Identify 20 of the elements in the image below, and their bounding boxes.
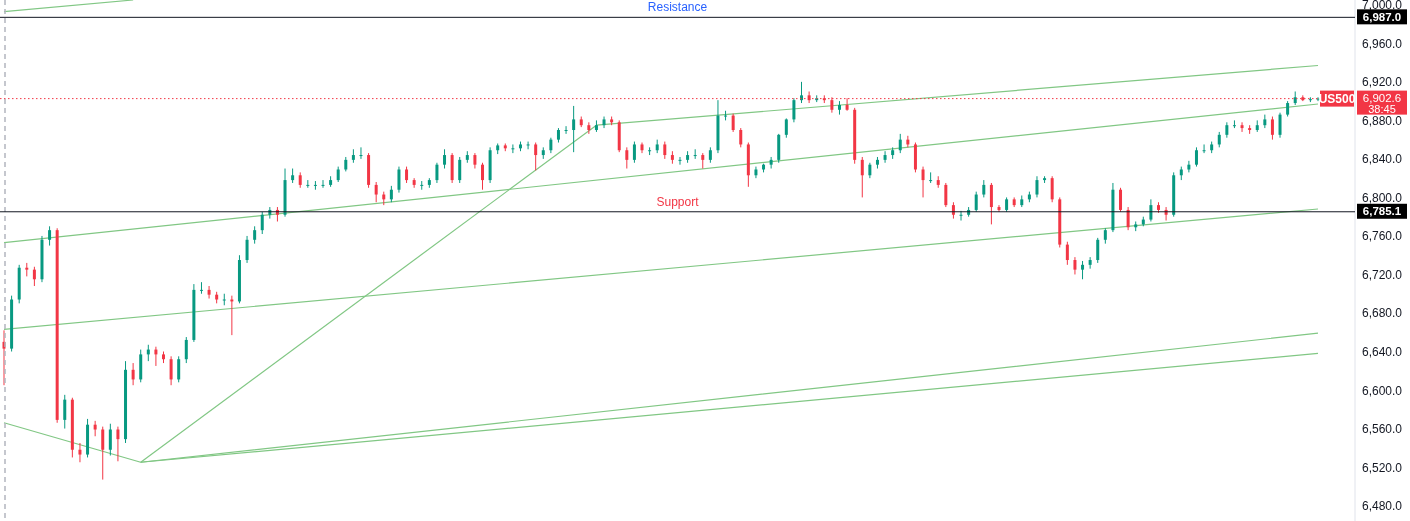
ref-line-label: Support (656, 194, 700, 209)
ref-line-label: Resistance (647, 0, 708, 15)
y-tick-label: 6,560.0 (1361, 422, 1403, 437)
y-tick-label: 6,720.0 (1361, 267, 1403, 282)
y-tick-label: 6,960.0 (1361, 36, 1403, 51)
y-tick-label: 6,785.1 (1362, 205, 1402, 218)
y-tick-label: 7,000.0 (1361, 0, 1403, 13)
y-tick-label: 6,920.0 (1361, 75, 1403, 90)
y-tick-label: 6,840.0 (1361, 152, 1403, 167)
y-tick-label: 6,480.0 (1361, 499, 1403, 514)
y-tick-label: 6,760.0 (1361, 229, 1403, 244)
y-tick-label: 6,520.0 (1361, 460, 1403, 475)
y-tick-label: 6,800.0 (1361, 190, 1403, 205)
y-tick-label: 6,680.0 (1361, 306, 1403, 321)
text: 38:45 (1368, 102, 1396, 115)
y-tick-label: 6,880.0 (1361, 113, 1403, 128)
y-tick-label: 6,987.0 (1362, 10, 1402, 23)
y-tick-label: 6,640.0 (1361, 345, 1403, 360)
y-tick-label: 6,600.0 (1361, 383, 1403, 398)
y-tick-label: 6,902.6 (1362, 92, 1402, 105)
